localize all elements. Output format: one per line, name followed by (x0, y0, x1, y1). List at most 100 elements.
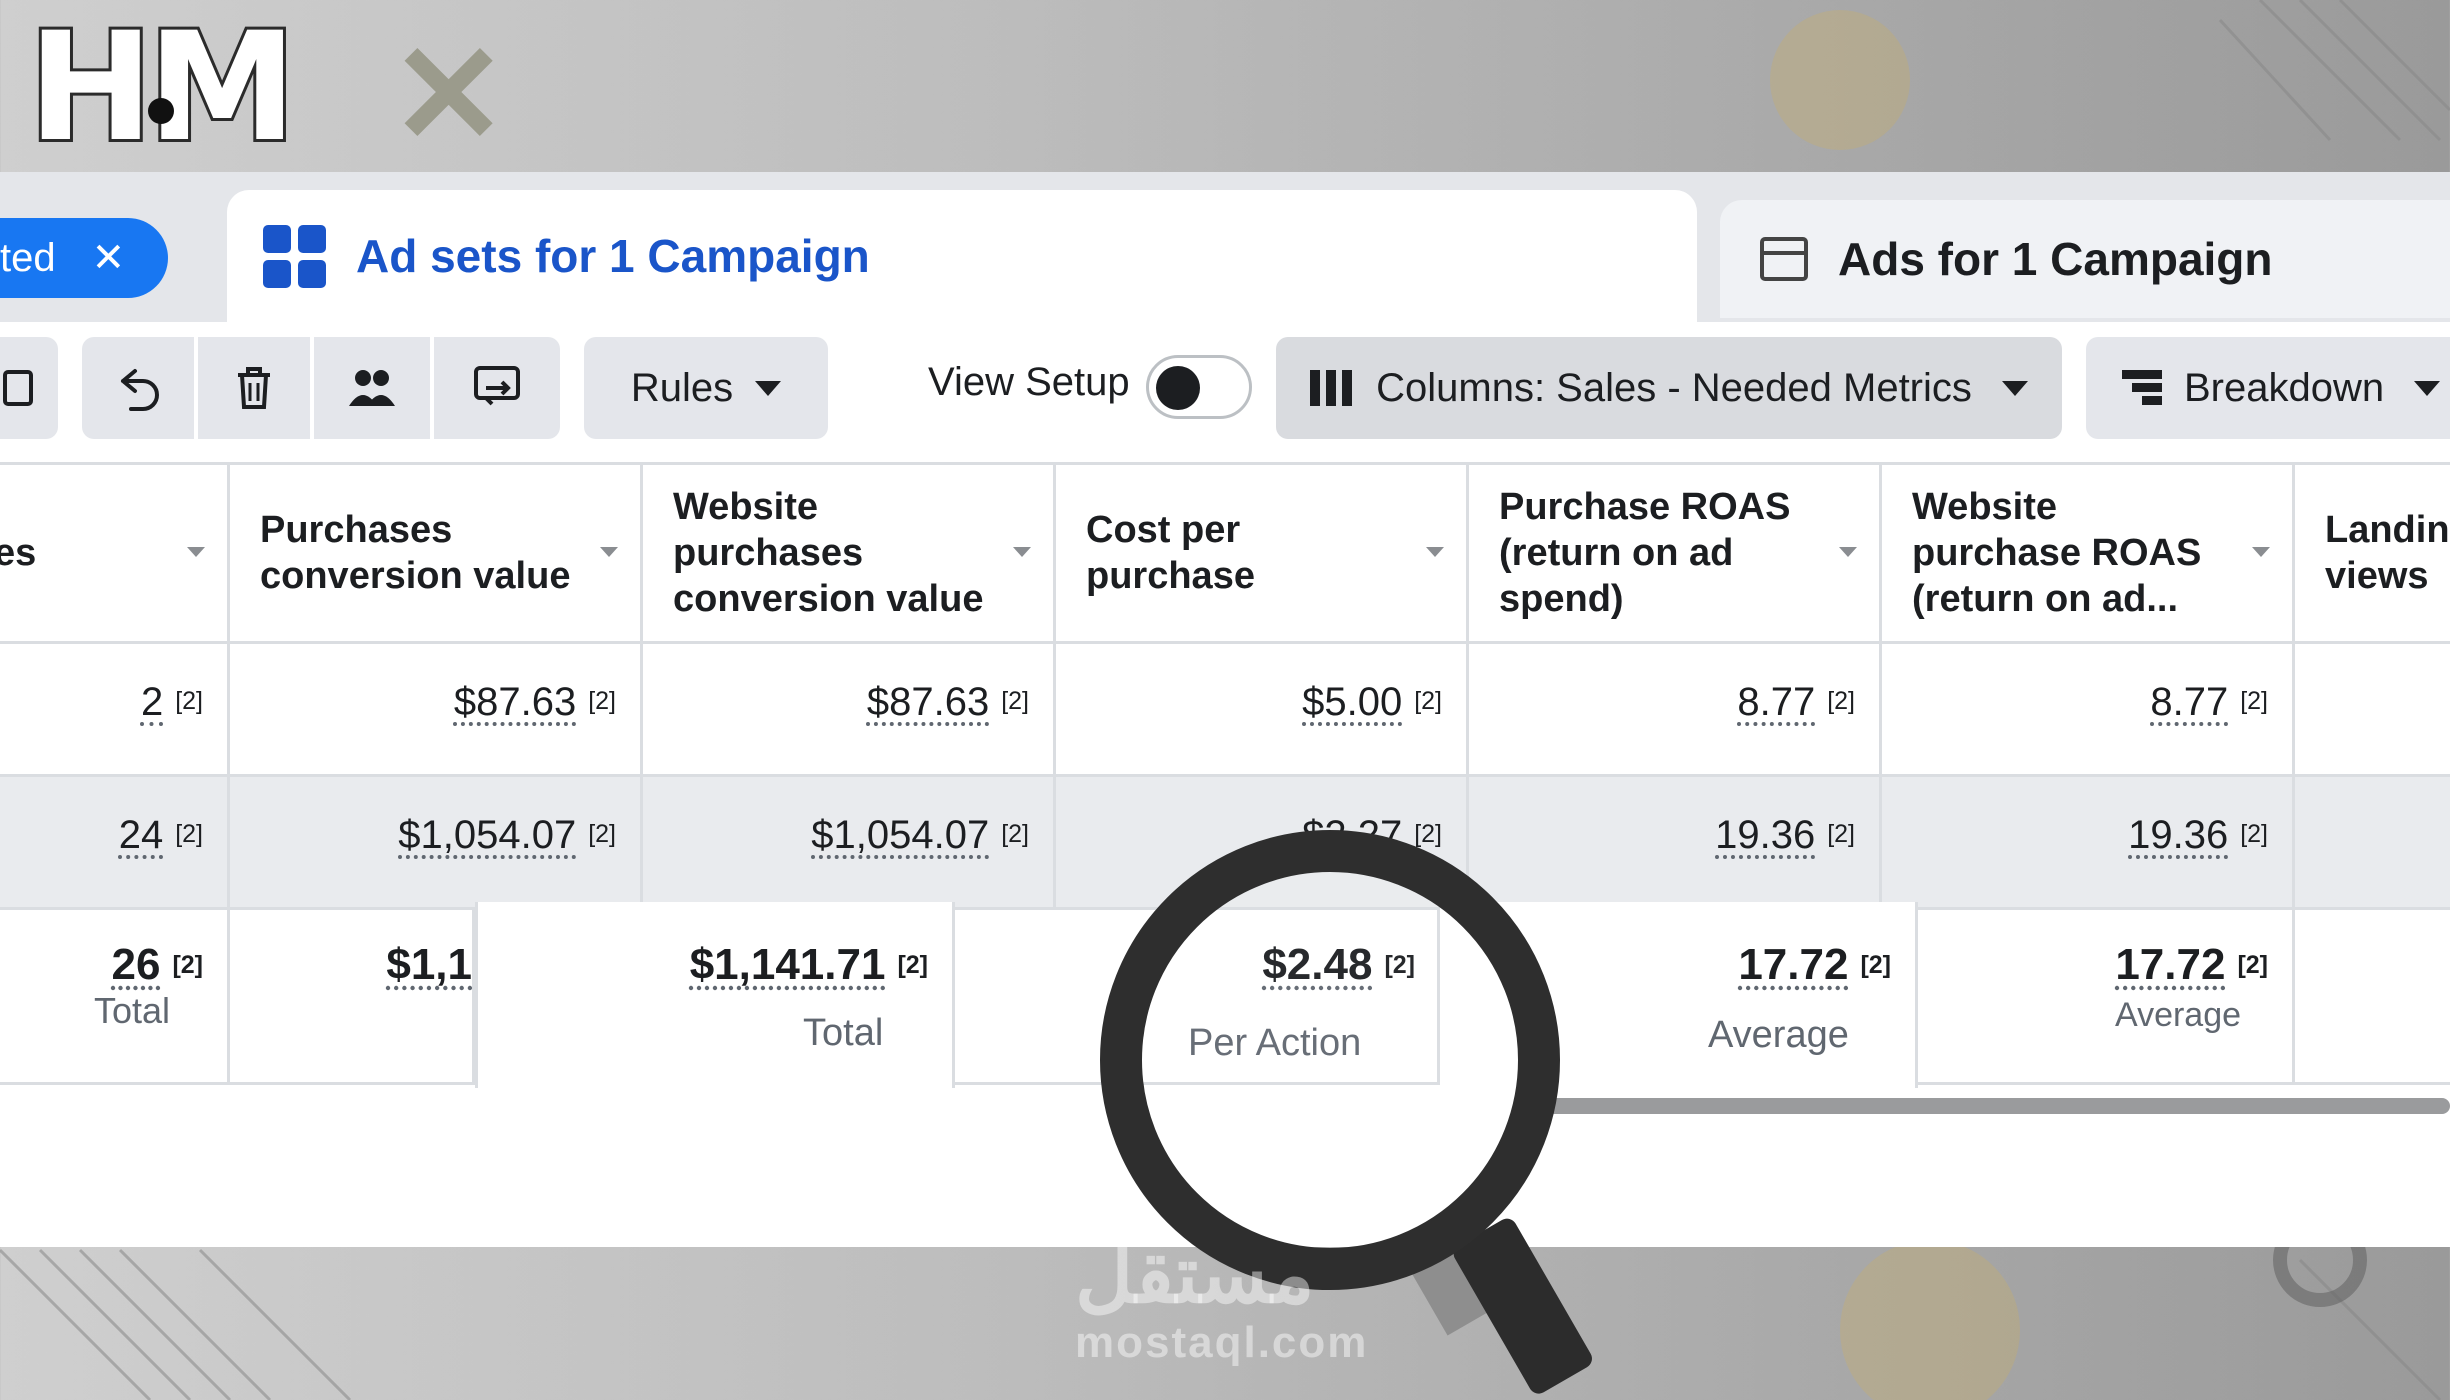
column-header[interactable]: Landing views (2295, 462, 2450, 644)
footnote: [2] (588, 820, 616, 848)
cell-value: $1,054.07 (398, 813, 577, 857)
table-cell: $5.00 [2] (1056, 644, 1469, 774)
logo: HM (25, 1, 300, 175)
undo-button[interactable] (82, 337, 194, 439)
export-button[interactable] (434, 337, 560, 439)
logo-dot-icon (148, 98, 174, 124)
copy-icon (3, 370, 33, 406)
total-label: Average (1708, 1014, 1849, 1056)
rules-label: Rules (630, 365, 734, 410)
grid-icon (263, 224, 326, 288)
delete-button[interactable] (198, 337, 310, 439)
total-label: Average (2115, 996, 2242, 1034)
view-setup-toggle[interactable] (1146, 355, 1252, 419)
column-header[interactable]: Website purchases conversion value (643, 462, 1056, 644)
column-header[interactable]: Website purchase ROAS (return on ad... (1882, 462, 2295, 644)
selected-filter-chip[interactable]: cted ✕ (0, 218, 168, 298)
caret-down-icon (755, 380, 782, 396)
sort-icon[interactable] (1426, 547, 1444, 557)
table-row[interactable]: 2 [2] $87.63 [2] $87.63 [2] $5.00 [2] 8.77 [2… (0, 644, 2450, 777)
cell-value: 19.36 (2128, 813, 2229, 857)
tab-ad-sets[interactable]: Ad sets for 1 Campaign (227, 190, 1697, 322)
undo-icon (121, 369, 159, 411)
sort-icon[interactable] (1013, 547, 1031, 557)
total-value: 17.72 (1738, 940, 1849, 989)
watermark-url: mostaql.com (1075, 1318, 1369, 1367)
sort-icon[interactable] (600, 547, 618, 557)
view-setup-label: View Setup (928, 360, 1130, 404)
total-label: Total (94, 990, 171, 1031)
footnote: [2] (588, 687, 616, 715)
cell-value: 8.77 (1737, 680, 1816, 724)
table-cell: $1,054.07 [2] (230, 777, 643, 907)
total-cell: 26 [2] Total (0, 910, 230, 1082)
table-cell: 8.77 [2] (1469, 644, 1882, 774)
table-cell: $1,054.07 [2] (643, 777, 1056, 907)
breakdown-icon (2122, 368, 2162, 408)
sort-icon[interactable] (187, 547, 205, 557)
share-arrows-icon (474, 366, 520, 406)
table-cell (2295, 777, 2450, 907)
cell-value: 19.36 (1715, 813, 1816, 857)
cell-value: $5.00 (1302, 680, 1403, 724)
tab-ads[interactable]: Ads for 1 Campaign (1720, 200, 2450, 318)
column-header[interactable]: Purchases conversion value (230, 462, 643, 644)
close-icon[interactable]: ✕ (91, 236, 126, 280)
table-cell: 24 [2] (0, 777, 230, 907)
sort-icon[interactable] (1839, 547, 1857, 557)
column-header[interactable]: es (0, 462, 230, 644)
audience-button[interactable] (314, 337, 430, 439)
table-cell: $87.63 [2] (230, 644, 643, 774)
breakdown-dropdown[interactable]: Breakdown (2086, 337, 2450, 439)
column-header-label: Website purchase ROAS (return on ad... (1912, 486, 2202, 620)
column-header-label: Website purchases conversion value (673, 486, 984, 620)
footnote: [2] (1001, 687, 1029, 715)
logo-text: HM (25, 1, 300, 175)
decorative-x-icon: ✕ (390, 16, 508, 173)
caret-down-icon (2414, 380, 2441, 396)
table-cell: 2 [2] (0, 644, 230, 774)
magnifier-icon (1100, 830, 1560, 1290)
column-header-label: Landing views (2325, 509, 2450, 597)
cell-value: $87.63 (453, 680, 577, 724)
copy-button[interactable] (0, 337, 58, 439)
people-icon (349, 370, 395, 406)
horizontal-scrollbar[interactable] (1540, 1098, 2450, 1114)
column-header-label: Purchases conversion value (260, 509, 571, 597)
total-value: 17.72 (2115, 940, 2226, 989)
footnote: [2] (1827, 820, 1855, 848)
magnifier-lens (1100, 830, 1560, 1290)
column-header-label: Purchase ROAS (return on ad spend) (1499, 486, 1791, 620)
footnote: [2] (1414, 820, 1442, 848)
rules-dropdown[interactable]: Rules (584, 337, 828, 439)
cell-value: $1,054.07 (811, 813, 990, 857)
breakdown-label: Breakdown (2184, 365, 2385, 410)
caret-down-icon (2001, 380, 2028, 396)
cell-value: 2 (140, 680, 164, 724)
column-header[interactable]: Cost per purchase (1056, 462, 1469, 644)
cell-value: $87.63 (866, 680, 990, 724)
table-header (0, 462, 2450, 644)
table-cell: 19.36 [2] (1469, 777, 1882, 907)
table-cell: 19.36 [2] (1882, 777, 2295, 907)
cell-value: 8.77 (2150, 680, 2229, 724)
selected-filter-label: cted (0, 235, 56, 280)
column-header-label: Cost per purchase (1086, 509, 1255, 597)
footnote: [2] (1414, 687, 1442, 715)
sort-icon[interactable] (2252, 547, 2270, 557)
column-header[interactable]: Purchase ROAS (return on ad spend) (1469, 462, 1882, 644)
footnote: [2] (897, 951, 928, 979)
footnote: [2] (1827, 687, 1855, 715)
footnote: [2] (175, 687, 203, 715)
total-value: $1,1 (386, 940, 472, 989)
columns-dropdown[interactable]: Columns: Sales - Needed Metrics (1276, 337, 2062, 439)
columns-label: Columns: Sales - Needed Metrics (1376, 365, 1972, 410)
cell-value: 24 (118, 813, 164, 857)
total-value: 26 (111, 940, 161, 989)
footnote: [2] (1860, 951, 1891, 979)
footnote: [2] (2237, 951, 2268, 979)
table-cell: $87.63 [2] (643, 644, 1056, 774)
trash-icon (238, 367, 270, 409)
total-cell: $1,141.71 [2] Total (475, 902, 955, 1088)
footnote: [2] (2240, 687, 2268, 715)
